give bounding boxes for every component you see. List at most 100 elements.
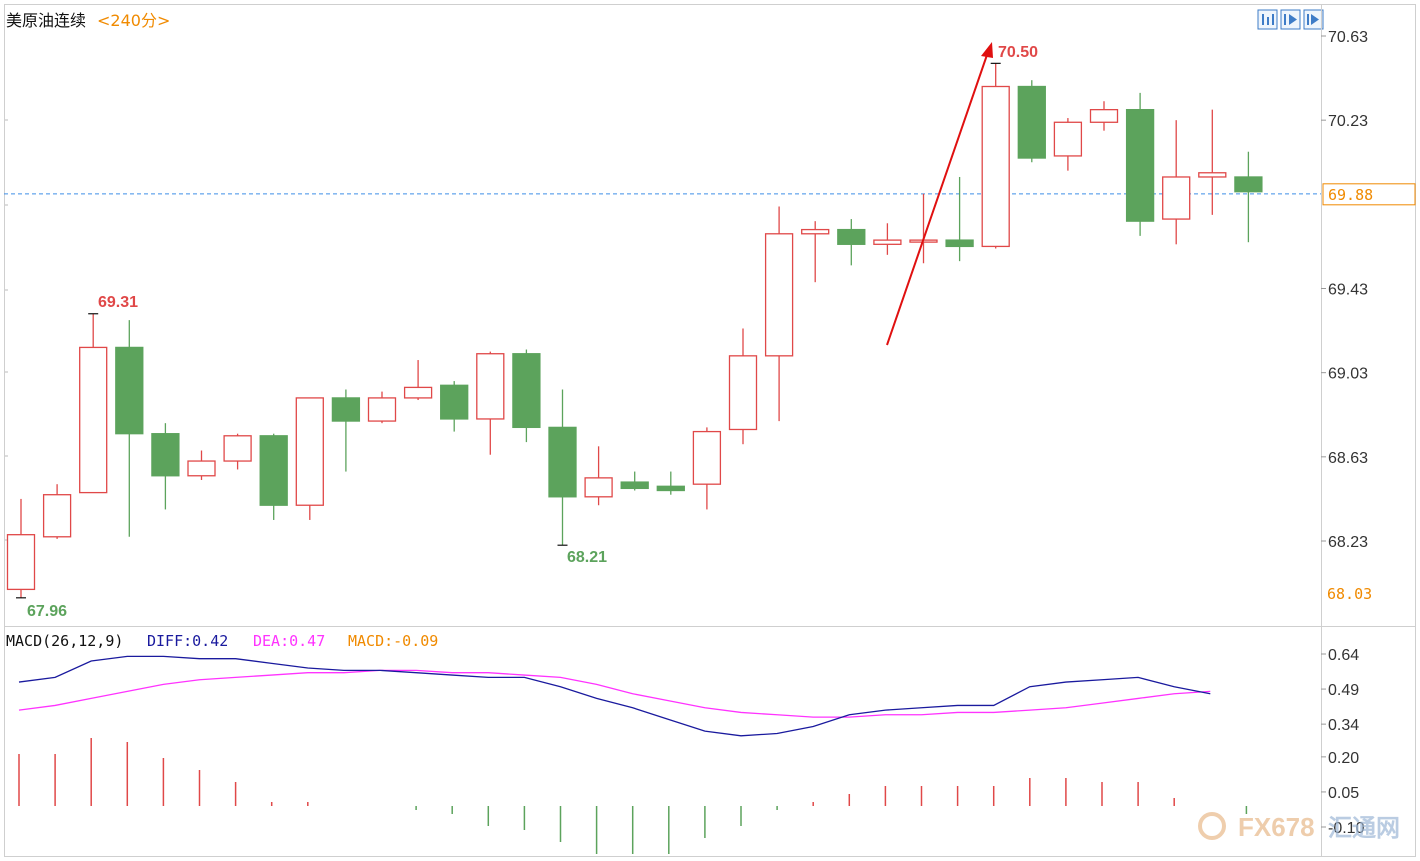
candle — [223, 433, 252, 470]
diff-line — [18, 655, 1211, 737]
price-axis: 70.63 70.23 69.43 69.03 68.63 68.23 — [1321, 29, 1368, 551]
candle — [801, 221, 830, 283]
macd-tick-label: -0.10 — [1328, 820, 1365, 837]
macd-histogram — [18, 738, 1248, 854]
candle — [331, 389, 361, 472]
chart-tool-button-1[interactable] — [1257, 9, 1278, 30]
watermark-logo-icon — [1198, 812, 1226, 840]
macd-tick-label: 0.20 — [1328, 750, 1359, 767]
candle-body — [656, 485, 685, 492]
candle — [981, 63, 1010, 249]
candle — [1198, 109, 1227, 215]
candle-body — [6, 534, 36, 591]
candle — [115, 320, 144, 537]
candle-body — [295, 397, 324, 506]
macd-tick-label: 0.49 — [1328, 682, 1359, 699]
macd-tick-label: 0.05 — [1328, 785, 1359, 802]
candle — [1089, 101, 1119, 131]
candle-body — [728, 355, 758, 431]
watermark-cn: 汇通网 — [1328, 814, 1400, 842]
candle-body — [115, 346, 144, 435]
macd-tick-label: 0.34 — [1328, 717, 1359, 734]
macd-legend-title: MACD(26,12,9) — [6, 632, 123, 650]
candle-body — [873, 239, 902, 245]
price-tick-label: 70.23 — [1328, 113, 1368, 130]
candle-body — [512, 353, 541, 429]
price-annotations: 70.50 69.31 67.96 68.21 — [27, 44, 1038, 620]
macd-legend-dea: DEA:0.47 — [253, 632, 325, 650]
candle-body — [620, 481, 649, 490]
candle — [764, 206, 794, 422]
macd-tick-label: 0.64 — [1328, 647, 1359, 664]
annotation-left-high: 69.31 — [98, 294, 138, 311]
candle-body — [1162, 176, 1191, 220]
candlestick-series — [6, 62, 1263, 599]
candle-body — [187, 460, 216, 477]
candle-body — [1125, 108, 1155, 222]
candle-body — [981, 85, 1010, 248]
candle — [945, 176, 974, 262]
candle — [1162, 120, 1191, 245]
candle-body — [1053, 121, 1083, 157]
candle — [692, 427, 722, 510]
candle — [151, 423, 180, 510]
chart-tool-button-2[interactable] — [1280, 9, 1301, 30]
candle-body — [151, 433, 180, 477]
current-price-marker: 69.88 — [4, 183, 1416, 206]
candle-body — [692, 430, 722, 485]
instrument-title: 美原油连续 — [6, 11, 86, 30]
candle — [1053, 118, 1083, 171]
price-tick-label: 69.03 — [1328, 366, 1368, 383]
bar-chart-icon — [1262, 14, 1274, 25]
candle — [656, 471, 685, 495]
chart-tool-button-3[interactable] — [1303, 9, 1324, 30]
current-price-label: 69.88 — [1328, 186, 1373, 204]
macd-axis: 0.64 0.49 0.34 0.20 0.05 -0.10 — [1321, 647, 1365, 837]
candle-body — [1017, 85, 1046, 159]
candle-body — [476, 353, 505, 420]
candle — [259, 433, 288, 520]
candle-body — [259, 435, 288, 506]
candle-body — [801, 228, 830, 235]
price-tick-label: 68.63 — [1328, 450, 1368, 467]
candle — [512, 349, 541, 443]
candle — [1017, 80, 1046, 163]
candle-body — [1234, 176, 1263, 193]
candle — [548, 389, 577, 546]
annotation-low: 67.96 — [27, 603, 67, 620]
trend-arrow — [886, 42, 993, 346]
candle — [187, 450, 216, 480]
candle-body — [223, 435, 252, 462]
candle-body — [1198, 172, 1227, 178]
candle — [367, 391, 397, 424]
chart-frame — [4, 4, 1416, 857]
candle-body — [403, 386, 433, 399]
candle — [476, 351, 505, 455]
macd-legend-macd: MACD:-0.09 — [348, 632, 438, 650]
candle-body — [79, 346, 108, 494]
candle-body — [548, 426, 577, 498]
candle-body — [331, 397, 361, 422]
candle — [873, 223, 902, 255]
candle-body — [1089, 108, 1119, 123]
price-tick-label: 69.43 — [1328, 282, 1368, 299]
candle-body — [367, 397, 397, 422]
macd-legend: MACD(26,12,9) DIFF:0.42 DEA:0.47 MACD:-0… — [6, 632, 438, 650]
chart-toolbar — [1257, 9, 1324, 30]
watermark: FX678 汇通网 — [1198, 812, 1400, 842]
step-forward-icon — [1307, 14, 1319, 25]
candle — [6, 498, 36, 598]
current-price-box — [1322, 183, 1416, 206]
candle — [909, 193, 938, 264]
annotation-mid-low: 68.21 — [567, 549, 607, 566]
price-tick-label: 68.23 — [1328, 534, 1368, 551]
candle — [620, 471, 649, 491]
price-tick-label: 70.63 — [1328, 29, 1368, 46]
annotation-high: 70.50 — [998, 44, 1038, 61]
axis-low-label: 68.03 — [1327, 585, 1372, 603]
candle — [440, 381, 469, 432]
candle-body — [440, 384, 469, 420]
grid-lines — [5, 119, 8, 541]
candle-body — [42, 494, 72, 538]
